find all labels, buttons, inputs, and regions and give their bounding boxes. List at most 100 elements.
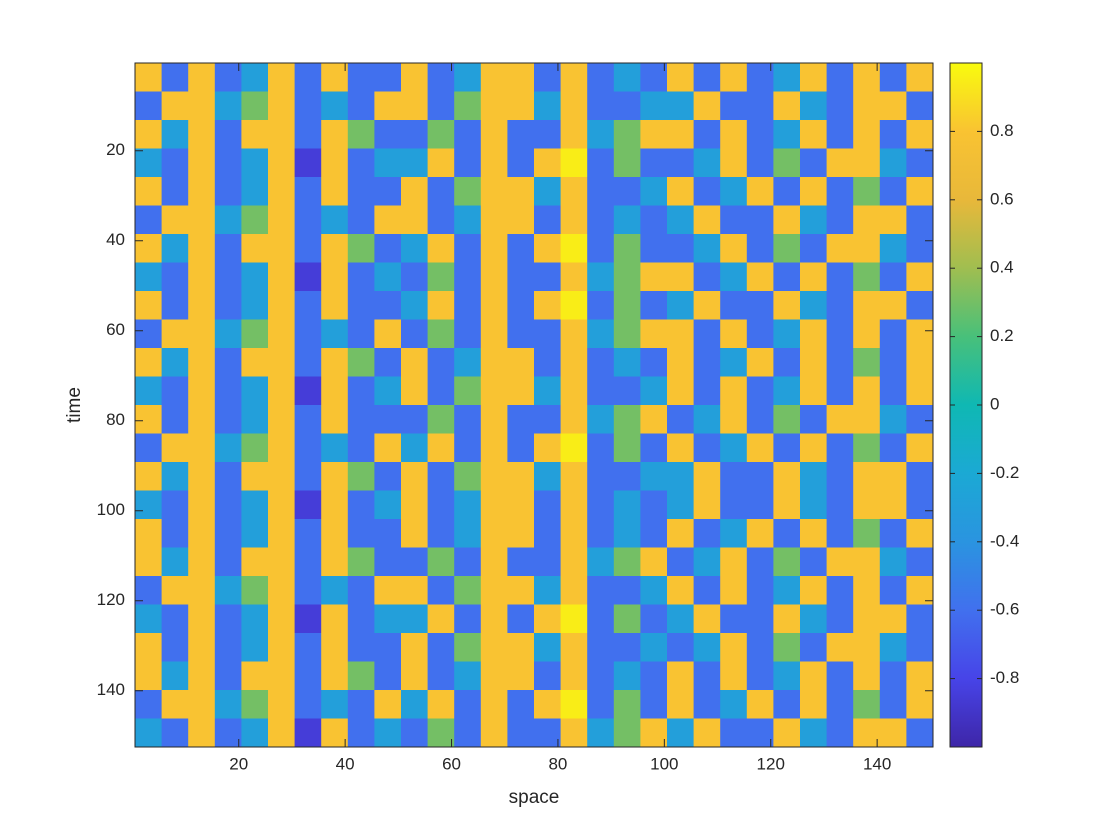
cell (321, 433, 349, 463)
cell (853, 462, 881, 491)
cell (906, 348, 934, 377)
cell (294, 604, 322, 634)
colorbar (949, 62, 983, 748)
cell (268, 177, 296, 206)
cell (667, 547, 695, 577)
cell (347, 63, 375, 92)
cell (321, 718, 349, 748)
cell (214, 234, 242, 263)
cell (879, 262, 907, 292)
cell (800, 120, 828, 149)
cell (906, 690, 934, 719)
cell (347, 120, 375, 149)
cell (401, 718, 429, 748)
cell (587, 63, 615, 92)
cell (268, 63, 296, 92)
cell (188, 604, 216, 634)
cell (853, 718, 881, 748)
cell (720, 234, 748, 263)
cell (214, 205, 242, 235)
cell (587, 319, 615, 349)
cell (427, 405, 455, 434)
cell (613, 690, 641, 719)
cell (879, 718, 907, 748)
cell (401, 519, 429, 548)
cell (720, 490, 748, 520)
cell (427, 348, 455, 377)
cell (800, 576, 828, 605)
cell (746, 433, 774, 463)
cell (826, 319, 854, 349)
cell (188, 63, 216, 92)
cell (773, 661, 801, 691)
x-tick-label: 140 (863, 754, 891, 773)
cell (853, 148, 881, 178)
cell (188, 234, 216, 263)
cell (454, 205, 482, 235)
cell (401, 91, 429, 121)
cell (268, 376, 296, 406)
cell (321, 177, 349, 206)
cell (640, 205, 668, 235)
cell (773, 604, 801, 634)
cell (746, 633, 774, 662)
cell (560, 690, 588, 719)
cell (294, 433, 322, 463)
cell (268, 91, 296, 121)
cell (773, 348, 801, 377)
cell (401, 576, 429, 605)
cell (667, 291, 695, 320)
cell (693, 576, 721, 605)
cell (773, 462, 801, 491)
cell (401, 148, 429, 178)
cell (800, 690, 828, 719)
cell (826, 661, 854, 691)
cell (773, 291, 801, 320)
cell (374, 205, 402, 235)
cell (374, 633, 402, 662)
cell (534, 604, 562, 634)
cell (135, 604, 163, 634)
cell (427, 547, 455, 577)
cell (374, 63, 402, 92)
cell (693, 462, 721, 491)
colorbar-tick-label: -0.8 (990, 668, 1019, 687)
cell (640, 519, 668, 548)
cell (587, 690, 615, 719)
cell (374, 718, 402, 748)
cell (268, 462, 296, 491)
cell (534, 547, 562, 577)
cell (773, 576, 801, 605)
cell (746, 576, 774, 605)
cell (135, 148, 163, 178)
cell (773, 120, 801, 149)
cell (427, 91, 455, 121)
cell (347, 661, 375, 691)
cell (294, 376, 322, 406)
cell (746, 348, 774, 377)
cell (720, 348, 748, 377)
cell (480, 205, 508, 235)
cell (427, 291, 455, 320)
cell (427, 633, 455, 662)
cell (161, 547, 189, 577)
cell (374, 291, 402, 320)
cell (800, 291, 828, 320)
cell (773, 205, 801, 235)
cell (693, 718, 721, 748)
cell (427, 604, 455, 634)
x-tick-label: 100 (650, 754, 678, 773)
cell (613, 718, 641, 748)
cell (667, 661, 695, 691)
cell (188, 348, 216, 377)
cell (347, 148, 375, 178)
cell (507, 547, 535, 577)
cell (826, 234, 854, 263)
cell (135, 63, 163, 92)
cell (507, 576, 535, 605)
cell (534, 433, 562, 463)
cell (879, 690, 907, 719)
cell (454, 348, 482, 377)
cell (347, 348, 375, 377)
cell (879, 91, 907, 121)
